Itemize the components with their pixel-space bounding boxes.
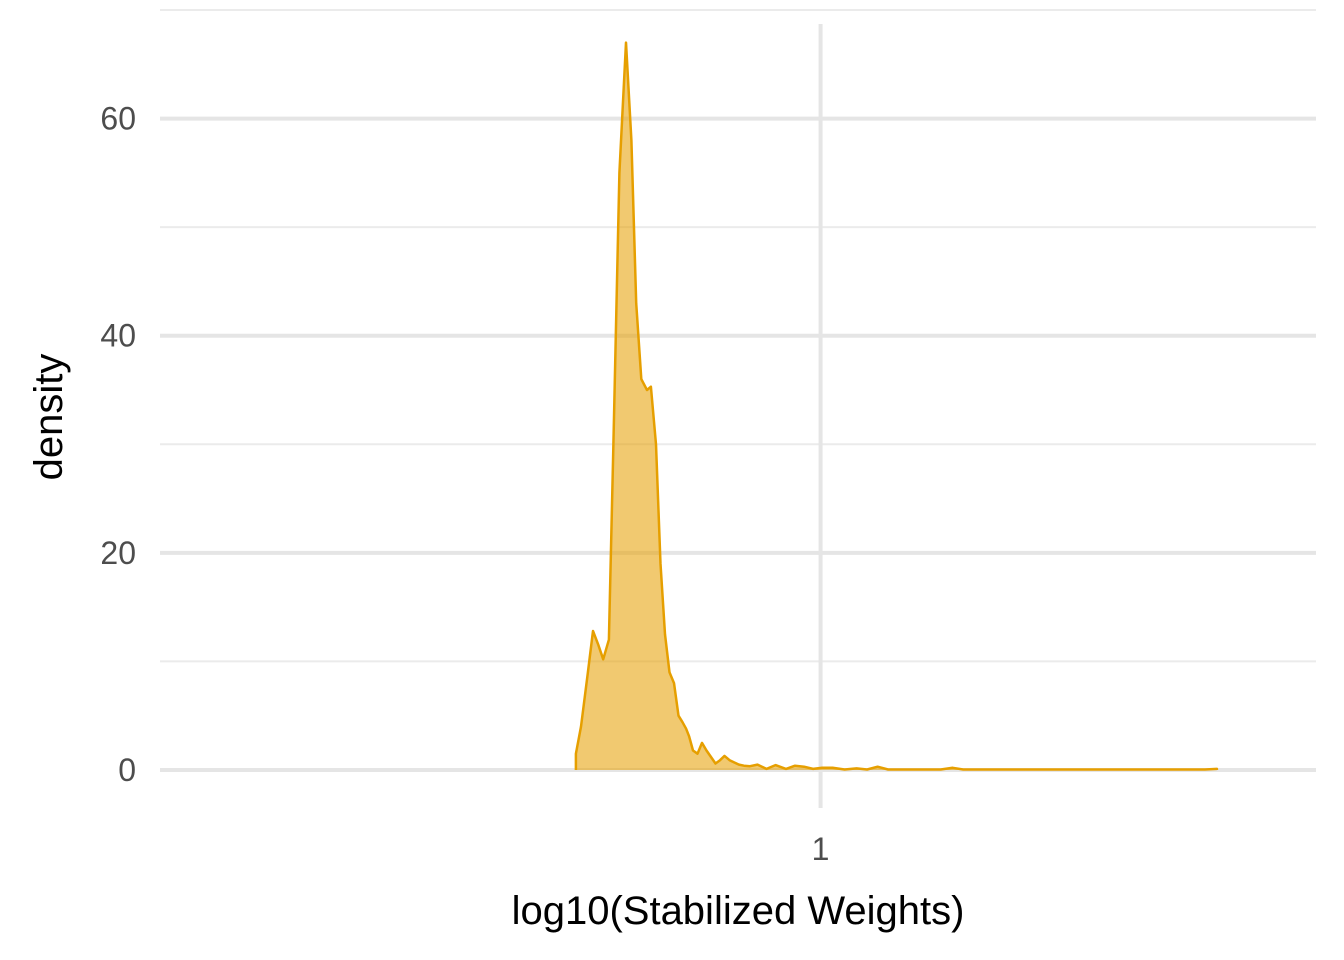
x-tick-label: 1 [812,831,830,867]
y-tick-label: 0 [118,752,136,788]
x-axis-title: log10(Stabilized Weights) [512,889,965,933]
tick-labels: 0 20 40 60 1 [100,101,829,867]
y-tick-label: 20 [100,535,136,571]
density-area [575,42,1217,771]
y-tick-label: 60 [100,101,136,137]
y-axis-title: density [27,354,71,481]
y-tick-label: 40 [100,318,136,354]
gridlines [160,9,1316,808]
density-area-layer [574,41,1219,771]
density-outline [574,41,1219,771]
